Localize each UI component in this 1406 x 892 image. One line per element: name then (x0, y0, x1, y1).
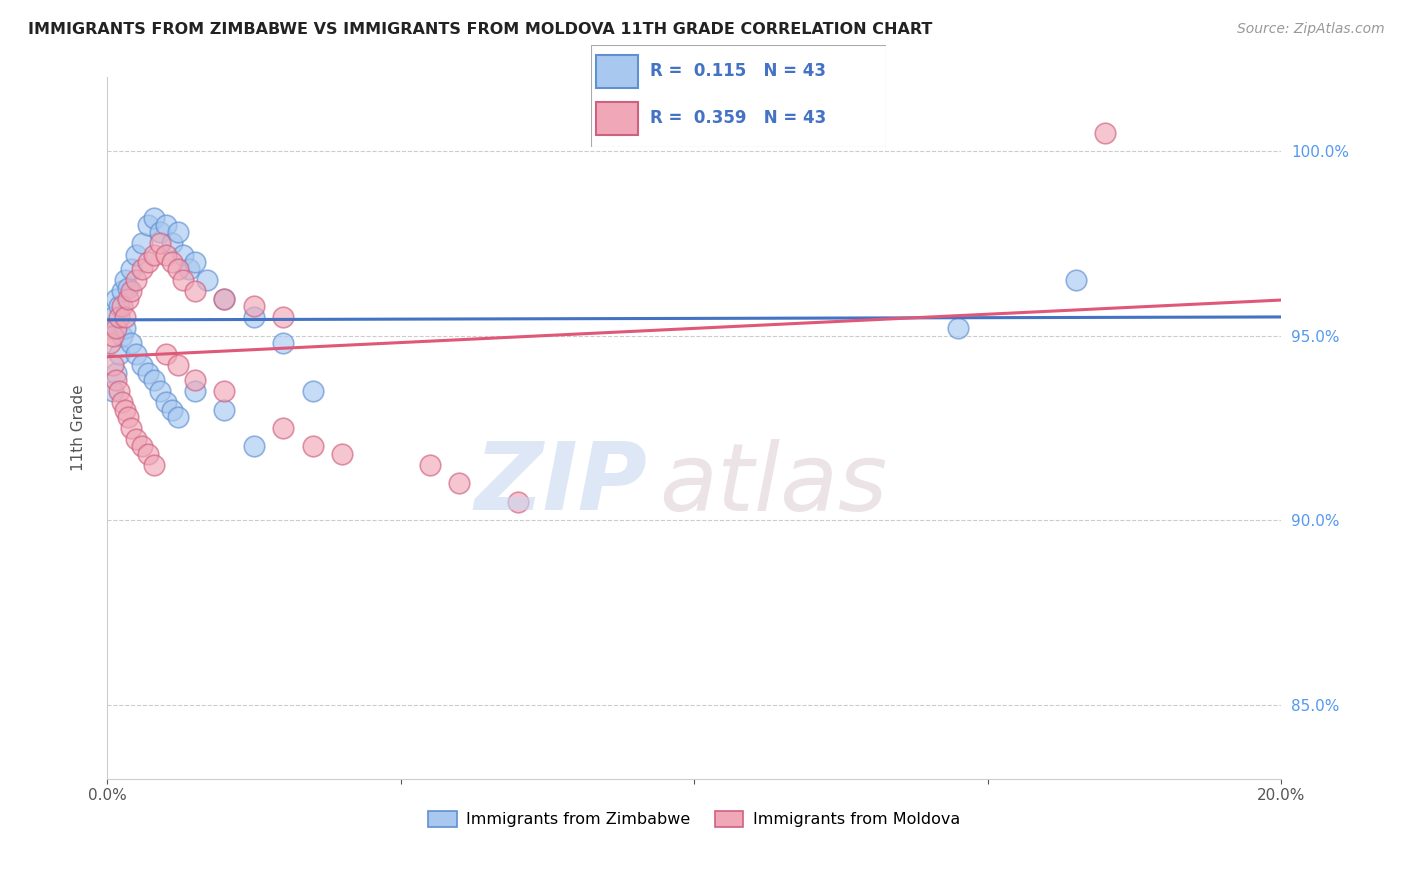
Point (271, 310, 294, 325)
Text: ZIP: ZIP (474, 438, 647, 530)
Text: IMMIGRANTS FROM ZIMBABWE VS IMMIGRANTS FROM MOLDOVA 11TH GRADE CORRELATION CHART: IMMIGRANTS FROM ZIMBABWE VS IMMIGRANTS F… (28, 22, 932, 37)
Point (125, 432, 148, 446)
Point (419, 458, 441, 472)
Point (1064, 273, 1087, 287)
Point (172, 247, 194, 261)
Point (155, 247, 177, 261)
Point (155, 218, 177, 232)
Point (114, 321, 136, 335)
Point (214, 292, 236, 306)
Y-axis label: 11th Grade: 11th Grade (72, 384, 86, 471)
Point (214, 292, 236, 306)
Point (120, 421, 142, 435)
Point (271, 421, 294, 435)
Point (195, 273, 218, 287)
Point (117, 409, 139, 424)
Point (98, 321, 121, 335)
Point (149, 236, 172, 251)
Point (120, 336, 142, 351)
Point (136, 255, 159, 269)
Point (166, 358, 188, 372)
Point (111, 299, 134, 313)
Point (143, 373, 166, 387)
Point (184, 384, 207, 398)
Point (117, 292, 139, 306)
Point (143, 211, 166, 225)
Point (101, 358, 124, 372)
Point (108, 347, 131, 361)
Text: Source: ZipAtlas.com: Source: ZipAtlas.com (1237, 22, 1385, 37)
Point (155, 347, 177, 361)
Point (179, 262, 201, 277)
Point (184, 255, 207, 269)
Point (214, 402, 236, 417)
Point (108, 299, 131, 313)
Point (101, 328, 124, 343)
Point (214, 384, 236, 398)
Point (104, 292, 127, 306)
Point (114, 310, 136, 325)
Point (166, 226, 188, 240)
Point (271, 336, 294, 351)
Point (301, 440, 323, 454)
Point (172, 273, 194, 287)
Point (948, 321, 970, 335)
Text: R =  0.115   N = 43: R = 0.115 N = 43 (650, 62, 825, 80)
Point (120, 262, 142, 277)
Point (143, 247, 166, 261)
Point (149, 226, 172, 240)
Text: R =  0.359   N = 43: R = 0.359 N = 43 (650, 110, 825, 128)
Point (1094, 126, 1116, 140)
Point (506, 495, 529, 509)
Point (98, 336, 121, 351)
Point (131, 262, 153, 277)
Point (101, 310, 124, 325)
Point (184, 373, 207, 387)
Bar (596, 102, 638, 135)
Point (111, 285, 134, 299)
Point (108, 310, 131, 325)
Point (117, 281, 139, 295)
Point (184, 285, 207, 299)
Point (120, 285, 142, 299)
Point (114, 402, 136, 417)
Point (131, 236, 153, 251)
Point (114, 273, 136, 287)
Point (149, 384, 172, 398)
Point (160, 402, 183, 417)
Point (160, 255, 183, 269)
Point (143, 458, 166, 472)
Point (104, 366, 127, 380)
Point (330, 447, 353, 461)
Point (301, 384, 323, 398)
Point (125, 347, 148, 361)
Text: atlas: atlas (659, 439, 887, 530)
Point (136, 218, 159, 232)
Point (125, 247, 148, 261)
Point (243, 299, 266, 313)
Point (125, 273, 148, 287)
Point (131, 440, 153, 454)
Point (131, 358, 153, 372)
Point (104, 373, 127, 387)
Point (243, 310, 266, 325)
Point (136, 447, 159, 461)
Bar (596, 55, 638, 87)
Point (108, 384, 131, 398)
Point (101, 384, 124, 398)
Point (449, 476, 471, 491)
Point (104, 321, 127, 335)
Point (111, 395, 134, 409)
Point (111, 328, 134, 343)
Point (136, 366, 159, 380)
Point (166, 409, 188, 424)
Point (160, 236, 183, 251)
Point (243, 440, 266, 454)
Point (166, 262, 188, 277)
Legend: Immigrants from Zimbabwe, Immigrants from Moldova: Immigrants from Zimbabwe, Immigrants fro… (422, 805, 966, 834)
Point (155, 395, 177, 409)
